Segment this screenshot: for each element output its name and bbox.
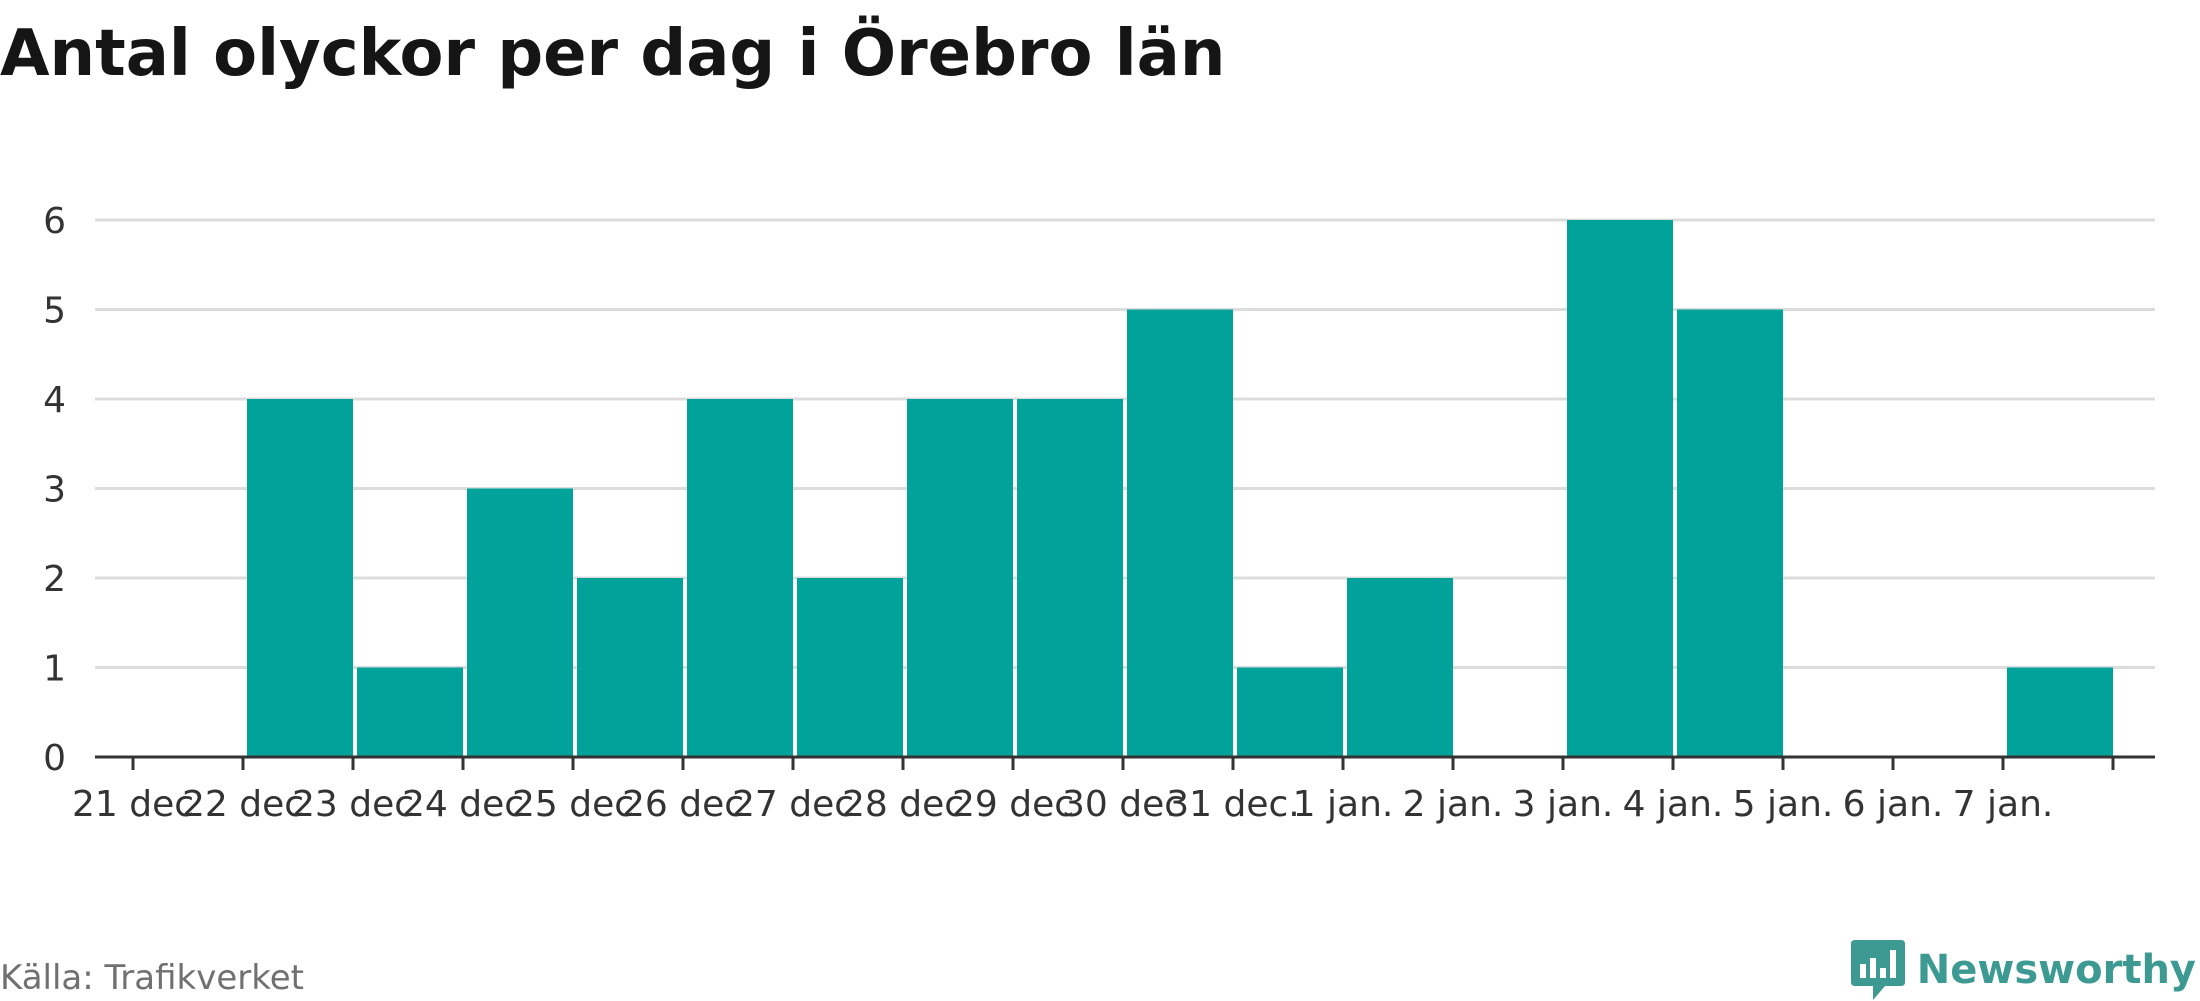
brand-logo: Newsworthy: [1850, 940, 2196, 1000]
bar: [1567, 220, 1673, 757]
page-title: Antal olyckor per dag i Örebro län: [0, 17, 1226, 91]
bar-series: [247, 220, 2113, 757]
x-tick-label: 30 dec: [1062, 784, 1184, 825]
bar: [247, 399, 353, 757]
x-tick-label: 28 dec: [842, 784, 964, 825]
x-tick-label: 31 dec.: [1166, 784, 1300, 825]
y-tick-label: 3: [43, 470, 66, 511]
x-tick-label: 26 dec: [622, 784, 744, 825]
x-tick-label: 23 dec: [292, 784, 414, 825]
x-tick-label: 22 dec: [182, 784, 304, 825]
x-tick-label: 25 dec: [512, 784, 634, 825]
bar: [1677, 309, 1783, 757]
bar: [577, 578, 683, 757]
bar: [1127, 309, 1233, 757]
x-tick-label: 7 jan.: [1953, 784, 2054, 825]
x-tick-label: 1 jan.: [1293, 784, 1394, 825]
brand-name: Newsworthy: [1916, 947, 2196, 993]
y-axis-labels: 0 1 2 3 4 5 6: [43, 201, 66, 779]
x-tick-label: 6 jan.: [1843, 784, 1944, 825]
y-tick-label: 2: [43, 559, 66, 600]
bar: [1017, 399, 1123, 757]
x-tick-label: 24 dec: [402, 784, 524, 825]
x-tick-label: 29 dec: [952, 784, 1074, 825]
x-axis: [95, 755, 2155, 770]
x-tick-label: 27 dec: [732, 784, 854, 825]
x-tick-label: 4 jan.: [1623, 784, 1724, 825]
x-tick-label: 5 jan.: [1733, 784, 1834, 825]
y-tick-label: 4: [43, 380, 66, 421]
y-tick-label: 6: [43, 201, 66, 242]
bar: [2007, 667, 2113, 757]
bar: [797, 578, 903, 757]
bar: [687, 399, 793, 757]
x-tick-label: 21 dec: [72, 784, 194, 825]
bar: [907, 399, 1013, 757]
y-tick-label: 5: [43, 291, 66, 332]
bar: [1347, 578, 1453, 757]
bar: [1237, 667, 1343, 757]
y-tick-label: 0: [43, 738, 66, 779]
gridlines: [95, 218, 2155, 669]
newsworthy-logo-icon: [1850, 940, 1905, 1000]
bar: [357, 667, 463, 757]
x-tick-label: 2 jan.: [1403, 784, 1504, 825]
bar: [467, 488, 573, 757]
source-note: Källa: Trafikverket: [0, 958, 304, 998]
x-tick-label: 3 jan.: [1513, 784, 1614, 825]
y-tick-label: 1: [43, 649, 66, 690]
